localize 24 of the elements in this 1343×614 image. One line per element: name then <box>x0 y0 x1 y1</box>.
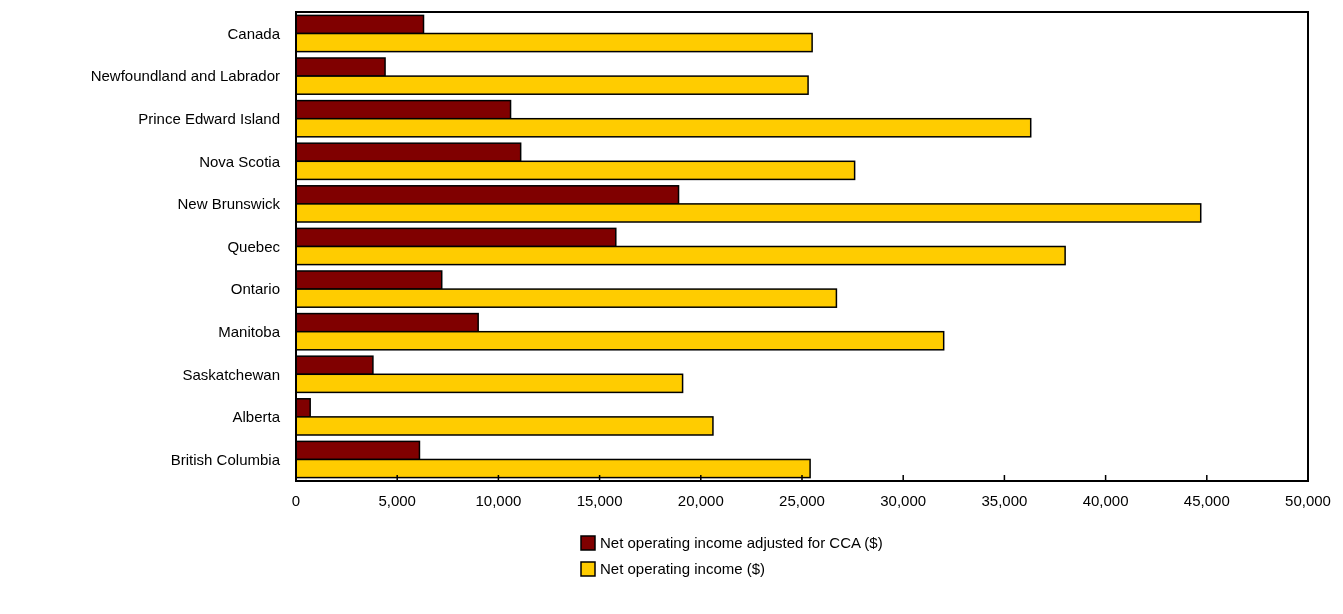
x-tick-label: 30,000 <box>880 492 927 509</box>
x-tick-label: 15,000 <box>576 492 623 509</box>
x-tick-label: 0 <box>291 492 301 509</box>
y-tick-label: British Columbia <box>170 450 281 468</box>
y-tick-label: Nova Scotia <box>199 152 281 170</box>
y-tick-label: Prince Edward Island <box>138 109 280 127</box>
x-tick-label: 5,000 <box>378 492 416 509</box>
x-tick-label: 20,000 <box>677 492 724 509</box>
y-tick-label: Ontario <box>230 280 280 298</box>
y-tick-label: Canada <box>227 24 281 42</box>
x-tick-label: 10,000 <box>475 492 522 509</box>
x-tick-label: 50,000 <box>1285 492 1331 509</box>
legend-label: Net operating income ($) <box>600 560 766 578</box>
y-tick-label: Quebec <box>227 237 281 255</box>
y-tick-label: Newfoundland and Labrador <box>90 67 280 85</box>
x-tick-label: 25,000 <box>779 492 825 509</box>
x-tick-label: 35,000 <box>981 492 1028 509</box>
y-tick-label: Saskatchewan <box>182 365 280 383</box>
y-tick-label: New Brunswick <box>177 195 281 213</box>
legend-label: Net operating income adjusted for CCA ($) <box>600 534 883 552</box>
y-tick-label: Alberta <box>232 408 281 426</box>
x-tick-label: 45,000 <box>1183 492 1230 509</box>
y-tick-label: Manitoba <box>218 322 281 340</box>
x-tick-label: 40,000 <box>1082 492 1129 509</box>
